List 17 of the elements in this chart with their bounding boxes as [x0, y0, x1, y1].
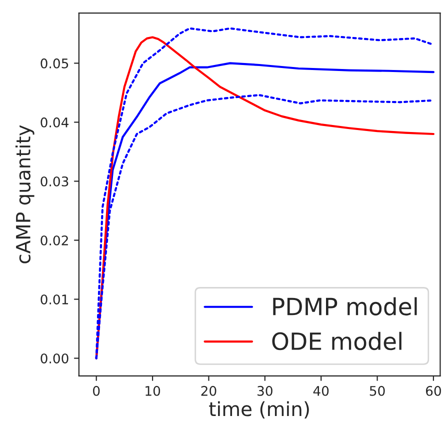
legend-label: PDMP model [273, 297, 417, 316]
x-tick-label: 30 [258, 386, 272, 396]
x-tick-label: 20 [201, 386, 216, 396]
y-tick-label: 0.05 [40, 58, 68, 68]
y-tick-label: 0.00 [40, 353, 68, 364]
x-tick-label: 0 [93, 386, 100, 396]
x-tick-label: 40 [313, 386, 329, 396]
x-axis-title: time (min) [209, 401, 309, 419]
x-tick-label: 10 [146, 386, 160, 396]
y-tick-label: 0.03 [40, 176, 68, 186]
legend-label: ODE model [272, 332, 402, 350]
y-tick-label: 0.02 [40, 235, 68, 246]
x-tick-label: 50 [370, 386, 385, 396]
y-axis-title: cAMP quantity [15, 125, 34, 264]
x-tick-label: 60 [426, 386, 441, 396]
y-tick-label: 0.01 [40, 294, 68, 304]
y-tick-label: 0.04 [40, 117, 68, 128]
